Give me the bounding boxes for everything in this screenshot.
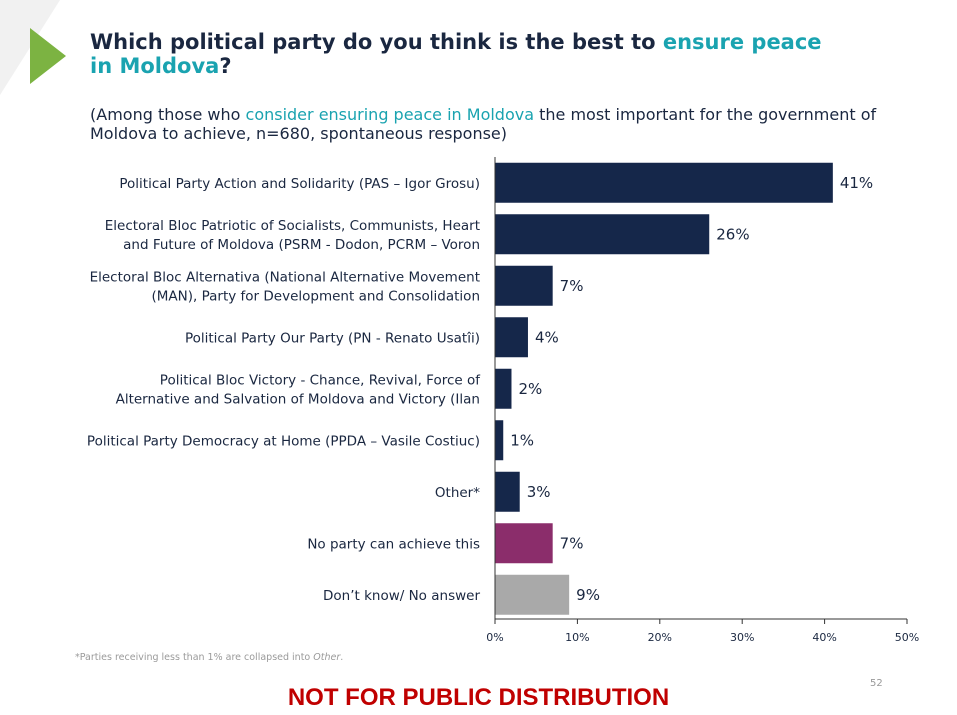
bar bbox=[495, 574, 570, 615]
distribution-warning: NOT FOR PUBLIC DISTRIBUTION bbox=[287, 684, 670, 711]
title-end: ? bbox=[219, 54, 232, 78]
category-label: Alternative and Salvation of Moldova and… bbox=[116, 391, 480, 407]
bar bbox=[495, 214, 710, 255]
data-label: 9% bbox=[576, 586, 600, 604]
data-label: 26% bbox=[716, 225, 749, 243]
data-label: 1% bbox=[510, 431, 534, 449]
footnote-italic: Other bbox=[313, 652, 341, 663]
subtitle-end: the most important for the government of… bbox=[90, 105, 877, 143]
subtitle-highlight: consider ensuring peace in Moldova bbox=[245, 105, 535, 124]
x-tick-label: 40% bbox=[812, 631, 836, 644]
data-label: 2% bbox=[518, 380, 542, 398]
category-label: Don’t know/ No answer bbox=[323, 588, 480, 604]
category-label: (MAN), Party for Development and Consoli… bbox=[152, 288, 480, 304]
play-arrow-icon bbox=[30, 28, 66, 84]
bar bbox=[495, 265, 553, 306]
page-subtitle: (Among those who consider ensuring peace… bbox=[90, 105, 910, 143]
page-title: Which political party do you think is th… bbox=[90, 30, 830, 78]
data-label: 4% bbox=[535, 328, 559, 346]
category-label: Political Party Action and Solidarity (P… bbox=[119, 176, 480, 192]
footnote-end: . bbox=[340, 652, 344, 663]
x-tick-label: 0% bbox=[486, 631, 503, 644]
data-label: 41% bbox=[840, 174, 873, 192]
bar bbox=[495, 317, 528, 358]
x-tick-label: 50% bbox=[895, 631, 919, 644]
x-tick-label: 10% bbox=[565, 631, 589, 644]
data-label: 3% bbox=[527, 483, 551, 501]
category-label: Other* bbox=[435, 485, 480, 501]
category-label: and Future of Moldova (PSRM - Dodon, PCR… bbox=[123, 237, 480, 253]
bar bbox=[495, 368, 512, 409]
title-text: Which political party do you think is th… bbox=[90, 30, 663, 54]
category-label: No party can achieve this bbox=[307, 536, 480, 552]
bar bbox=[495, 162, 833, 203]
subtitle-text: (Among those who bbox=[90, 105, 246, 124]
category-label: Political Bloc Victory - Chance, Revival… bbox=[160, 372, 481, 388]
bar bbox=[495, 523, 553, 564]
footnote-text: *Parties receiving less than 1% are coll… bbox=[75, 652, 314, 663]
data-label: 7% bbox=[560, 277, 584, 295]
x-tick-label: 20% bbox=[648, 631, 672, 644]
x-tick-label: 30% bbox=[730, 631, 754, 644]
category-label: Electoral Bloc Alternativa (National Alt… bbox=[90, 269, 480, 285]
category-label: Political Party Democracy at Home (PPDA … bbox=[87, 433, 480, 449]
category-label: Electoral Bloc Patriotic of Socialists, … bbox=[105, 218, 480, 234]
data-label: 7% bbox=[560, 534, 584, 552]
category-label: Political Party Our Party (PN - Renato U… bbox=[185, 330, 480, 346]
bar bbox=[495, 420, 504, 461]
footnote: *Parties receiving less than 1% are coll… bbox=[75, 652, 343, 663]
page-number: 52 bbox=[870, 678, 883, 689]
title-highlight: ensure peace in Moldova bbox=[90, 30, 822, 78]
bar bbox=[495, 471, 520, 512]
